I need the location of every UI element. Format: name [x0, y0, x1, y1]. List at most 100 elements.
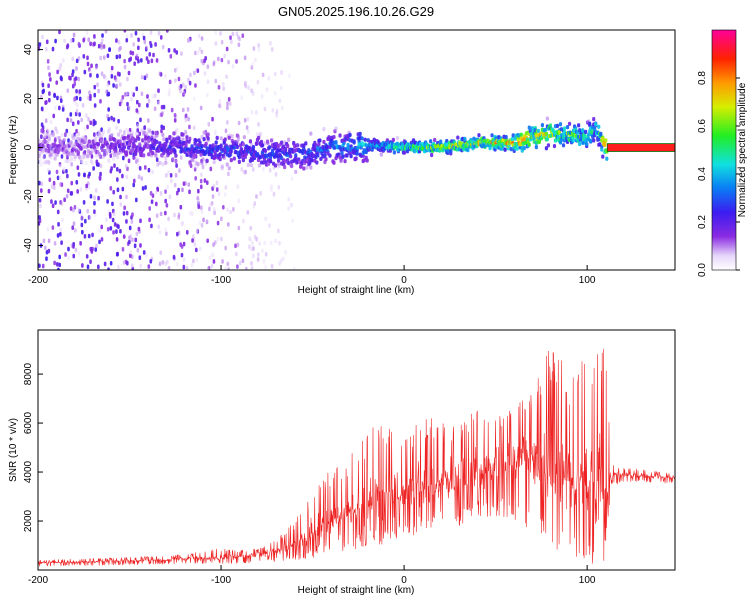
- heatmap-cell: [53, 241, 57, 246]
- heatmap-cell: [75, 66, 78, 71]
- heatmap-cell: [236, 242, 240, 248]
- heatmap-cell: [160, 143, 164, 148]
- heatmap-cell: [565, 124, 570, 130]
- heatmap-cell: [66, 117, 69, 123]
- heatmap-cell: [229, 148, 233, 154]
- heatmap-cell: [110, 74, 114, 79]
- heatmap-cell: [94, 247, 98, 252]
- heatmap-cell: [72, 221, 76, 226]
- heatmap-cell: [164, 227, 168, 233]
- heatmap-cell: [89, 246, 93, 252]
- heatmap-cell: [83, 69, 87, 75]
- colorbar-tick-label: 0.4: [697, 167, 708, 181]
- colorbar-gradient: [711, 29, 737, 271]
- heatmap-cell: [84, 113, 88, 118]
- heatmap-cell: [88, 215, 92, 220]
- heatmap-cell: [445, 138, 449, 144]
- heatmap-cell: [146, 103, 149, 108]
- heatmap-cell: [89, 94, 92, 99]
- heatmap-cell: [248, 236, 252, 241]
- heatmap-cell: [89, 259, 92, 265]
- heatmap-cell: [294, 169, 298, 174]
- heatmap-cell: [100, 224, 104, 230]
- heatmap-cell: [38, 221, 41, 226]
- heatmap-cell: [77, 120, 80, 125]
- heatmap-cell: [96, 82, 99, 88]
- heatmap-cell: [215, 187, 219, 192]
- snr-y-tick-label: 6000: [23, 412, 34, 435]
- heatmap-cell: [186, 107, 190, 112]
- heatmap-cell: [53, 260, 56, 266]
- heatmap-cell: [161, 162, 165, 167]
- heatmap-cell: [323, 153, 327, 158]
- heatmap-cell: [40, 122, 44, 128]
- heatmap-cell: [130, 96, 133, 102]
- heatmap-cell: [93, 195, 96, 201]
- heatmap-cell: [176, 66, 179, 71]
- colorbar-tick-label: 0.8: [697, 71, 708, 85]
- heatmap-cell: [126, 34, 129, 39]
- heatmap-cell: [206, 64, 210, 69]
- heatmap-cell: [112, 117, 116, 122]
- heatmap-cell: [117, 224, 120, 229]
- heatmap-cell: [252, 253, 255, 259]
- heatmap-cell: [111, 156, 116, 161]
- heatmap-cell: [122, 135, 127, 140]
- heatmap-cell: [220, 164, 224, 169]
- heatmap-cell: [268, 223, 271, 228]
- heatmap-cell: [149, 191, 153, 196]
- heatmap-cell: [578, 141, 582, 147]
- heatmap-cell: [113, 148, 118, 154]
- heatmap-cell: [89, 72, 92, 78]
- heatmap-cell: [57, 222, 60, 227]
- heatmap-cell: [253, 201, 257, 206]
- heatmap-cell: [106, 226, 110, 232]
- heatmap-cell: [194, 138, 198, 143]
- heatmap-cell: [148, 129, 152, 134]
- heatmap-cell: [89, 120, 93, 126]
- heatmap-cell: [125, 219, 128, 224]
- heatmap-cell: [161, 132, 165, 137]
- heatmap-cell: [79, 158, 83, 163]
- heatmap-cell: [258, 241, 261, 246]
- heatmap-cell: [93, 132, 96, 137]
- heatmap-cell: [87, 37, 91, 43]
- heatmap-cell: [206, 132, 210, 137]
- heatmap-cell: [200, 172, 203, 178]
- heatmap-cell: [152, 52, 155, 58]
- heatmap-cell: [188, 189, 191, 195]
- heatmap-cell: [123, 205, 126, 211]
- heatmap-cell: [109, 153, 113, 159]
- heatmap-cell: [44, 100, 47, 106]
- heatmap-cell: [212, 207, 216, 212]
- heatmap-cell: [360, 136, 364, 141]
- heatmap-cell: [224, 245, 228, 251]
- heatmap-cell: [182, 241, 186, 247]
- heatmap-cell: [129, 249, 132, 255]
- heatmap-cell: [280, 70, 283, 75]
- heatmap-cell: [135, 131, 139, 136]
- heatmap-cell: [93, 92, 97, 98]
- heatmap-cell: [290, 202, 293, 208]
- heatmap-cell: [212, 61, 216, 67]
- heatmap-cell: [157, 100, 160, 106]
- heatmap-cell: [160, 124, 164, 130]
- heatmap-cell: [490, 133, 494, 138]
- heatmap-cell: [309, 131, 313, 136]
- heatmap-cell: [196, 162, 200, 167]
- heatmap-cell: [250, 261, 253, 266]
- heatmap-cell: [182, 257, 186, 262]
- heatmap-cell: [174, 159, 178, 164]
- heatmap-cell: [267, 76, 270, 81]
- heatmap-cell: [196, 68, 200, 74]
- heatmap-cell: [254, 57, 257, 63]
- heatmap-cell: [226, 120, 229, 125]
- spectrogram-y-tick-label: -40: [23, 238, 34, 253]
- heatmap-cell: [139, 263, 143, 269]
- heatmap-cell: [109, 168, 113, 174]
- heatmap-cell: [225, 74, 228, 80]
- heatmap-cell: [296, 143, 300, 148]
- heatmap-cell: [170, 107, 174, 113]
- heatmap-cell: [272, 191, 276, 197]
